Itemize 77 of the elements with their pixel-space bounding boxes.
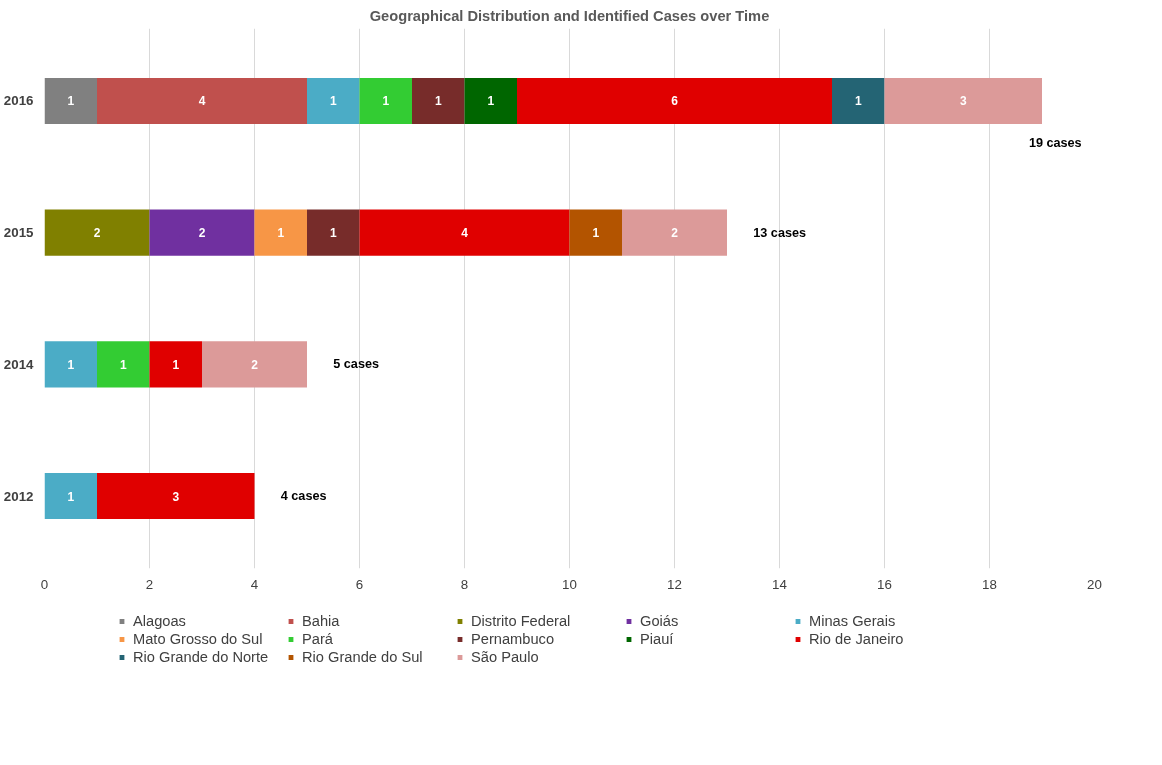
total-label: 4 cases: [280, 489, 327, 504]
bar: [464, 77, 517, 124]
data-label: 1: [592, 226, 600, 241]
bar: [97, 341, 150, 388]
data-label: 2: [93, 226, 101, 241]
data-label: 1: [172, 357, 180, 372]
x-tick-label: 20: [1087, 576, 1102, 592]
legend-label: Rio Grande do Sul: [301, 648, 424, 665]
bar: [884, 77, 1042, 124]
bar: [149, 209, 255, 256]
data-label: 1: [329, 226, 337, 241]
bar: [569, 209, 622, 256]
x-tick-label: 8: [460, 576, 469, 592]
bar: [44, 209, 150, 256]
x-tick-label: 10: [562, 576, 577, 592]
data-label: 1: [119, 357, 127, 372]
bar: [307, 77, 360, 124]
legend-label: Minas Gerais: [808, 612, 897, 629]
bar: [44, 77, 97, 124]
x-tick-label: 16: [877, 576, 892, 592]
data-label: 2: [671, 226, 679, 241]
legend-label: Rio Grande do Norte: [132, 648, 270, 665]
data-label: 3: [172, 489, 180, 504]
legend-label: Pernambuco: [470, 630, 556, 647]
legend-label: Goiás: [639, 612, 680, 629]
data-label: 1: [434, 94, 442, 109]
data-label: 1: [382, 94, 390, 109]
legend-label: Pará: [301, 630, 334, 647]
legend-label: Bahia: [301, 612, 341, 629]
data-label: 4: [198, 94, 206, 109]
data-label: 1: [67, 357, 75, 372]
bar: [412, 77, 465, 124]
data-label: 2: [251, 357, 259, 372]
data-label: 1: [854, 94, 862, 109]
bar: [832, 77, 885, 124]
total-label: 13 cases: [753, 225, 807, 240]
x-tick-label: 14: [772, 576, 788, 592]
bar: [202, 341, 307, 388]
bar: [517, 77, 832, 124]
bar: [622, 209, 727, 256]
y-tick-label: 2014: [3, 356, 35, 372]
legend-label: Mato Grosso do Sul: [132, 630, 264, 647]
bar: [359, 209, 570, 256]
x-tick-label: 18: [982, 576, 997, 592]
data-label: 2: [198, 226, 206, 241]
data-label: 1: [67, 94, 75, 109]
legend-label: Alagoas: [132, 612, 187, 629]
bar: [307, 209, 360, 256]
data-label: 4: [461, 226, 469, 241]
y-tick-label: 2016: [3, 93, 34, 109]
chart-title: Geographical Distribution and Identified Cases over Time: [369, 7, 770, 24]
x-tick-label: 4: [250, 576, 259, 592]
data-label: 1: [67, 489, 75, 504]
bar: [97, 473, 255, 520]
x-tick-label: 2: [145, 576, 154, 592]
bar: [44, 473, 97, 520]
x-tick-label: 0: [40, 576, 49, 592]
total-label: 5 cases: [333, 357, 379, 372]
data-label: 1: [487, 94, 495, 109]
bar: [149, 341, 202, 388]
total-label: 19 cases: [1028, 136, 1082, 151]
data-label: 3: [959, 94, 967, 109]
bar: [254, 209, 307, 256]
legend-label: Piauí: [639, 630, 675, 647]
data-label: 1: [277, 226, 285, 241]
data-label: 6: [671, 94, 679, 109]
legend-label: Rio de Janeiro: [808, 630, 905, 647]
y-tick-label: 2015: [3, 225, 35, 241]
bar: [97, 77, 307, 124]
data-label: 1: [329, 94, 337, 109]
bar: [359, 77, 412, 124]
y-tick-label: 2012: [3, 488, 34, 504]
legend-label: Distrito Federal: [470, 612, 572, 629]
bar: [44, 341, 97, 388]
x-tick-label: 12: [667, 576, 682, 592]
x-tick-label: 6: [355, 576, 364, 592]
legend-label: São Paulo: [470, 648, 540, 665]
